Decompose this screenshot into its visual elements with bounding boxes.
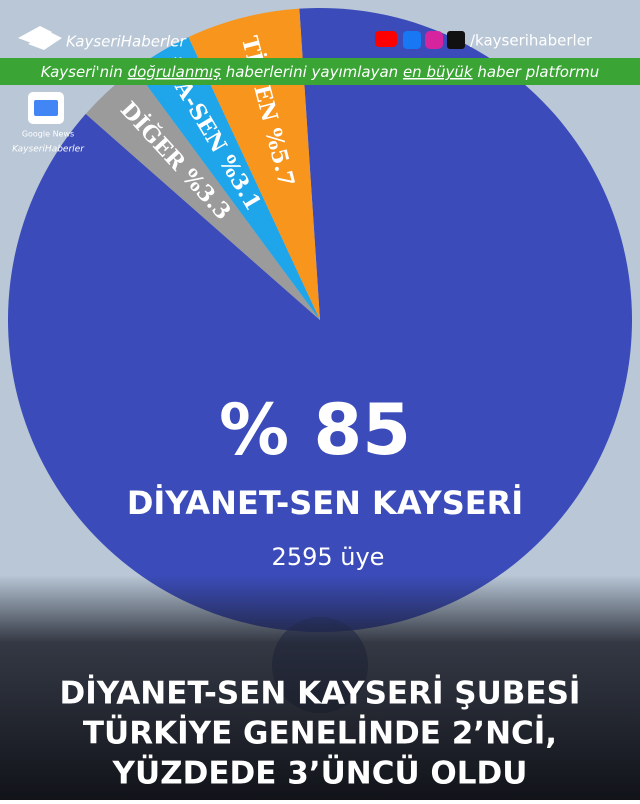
brand: KayseriHaberler	[66, 33, 187, 51]
pie-slice	[8, 8, 633, 633]
gnews-icon-inner	[34, 100, 58, 116]
tagline-part: doğrulanmış	[128, 63, 222, 81]
facebook-icon	[403, 31, 421, 49]
headline-line: YÜZDEDE 3’ÜNCÜ OLDU	[112, 755, 528, 792]
headline-line: DİYANET-SEN KAYSERİ ŞUBESİ	[60, 676, 581, 712]
slice-value-label: % 85	[219, 389, 411, 471]
tagline-part: Kayseri'nin	[41, 63, 128, 81]
handle: /kayserihaberler	[470, 32, 593, 50]
youtube-icon	[375, 31, 397, 47]
tagline-part: en büyük	[403, 63, 474, 81]
pie-slice	[134, 37, 320, 320]
x-icon	[447, 31, 465, 49]
pie-slice	[85, 68, 320, 320]
annotation: 2595 üye	[272, 543, 385, 571]
tagline-part: haberlerini yayımlayan	[221, 63, 403, 81]
brand-icon	[18, 26, 62, 50]
tagline: Kayseri'nin doğrulanmış haberlerini yayı…	[41, 63, 599, 81]
instagram-icon	[425, 31, 443, 49]
badge-title: Google News	[22, 130, 74, 139]
badge-brand: KayseriHaberler	[12, 145, 85, 155]
pie-slice	[188, 8, 320, 320]
tagline-band	[0, 58, 640, 85]
shade	[0, 575, 640, 800]
slice-label: DİYANET-SEN KAYSERİ	[127, 484, 523, 522]
headline-line: TÜRKİYE GENELİNDE 2’NCİ,	[83, 715, 557, 752]
tagline-part: haber platformu	[473, 63, 600, 81]
